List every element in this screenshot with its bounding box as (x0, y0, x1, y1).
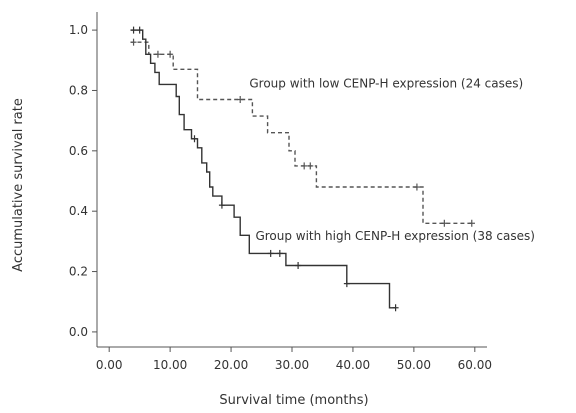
x-tick-label: 10.00 (153, 358, 187, 372)
y-tick-label: 0.6 (69, 144, 88, 158)
censor-mark-high-expression (276, 249, 283, 257)
censor-mark-high-expression (191, 135, 198, 143)
y-tick-label: 0.8 (69, 83, 88, 97)
x-ticks: 0.00 10.00 20.00 30.00 40.00 50.00 60.00 (96, 347, 492, 372)
x-tick-label: 30.00 (275, 358, 309, 372)
censor-mark-low-expression (237, 96, 244, 104)
censor-mark-low-expression (130, 38, 137, 46)
axes (96, 12, 487, 348)
x-tick-label: 40.00 (336, 358, 370, 372)
censor-mark-low-expression (468, 219, 475, 227)
censor-mark-low-expression (154, 50, 161, 58)
y-tick-label: 0.4 (69, 204, 88, 218)
censor-mark-high-expression (267, 249, 274, 257)
annotation-layer: Group with low CENP-H expression (24 cas… (249, 76, 535, 242)
series-annotation-high: Group with high CENP-H expression (38 ca… (255, 229, 535, 243)
y-ticks: 0.0 0.2 0.4 0.6 0.8 1.0 (69, 23, 97, 339)
y-tick-label: 0.2 (69, 265, 88, 279)
censor-mark-high-expression (295, 262, 302, 270)
censor-mark-high-expression (130, 26, 137, 34)
censor-mark-high-expression (392, 304, 399, 312)
x-axis-title: Survival time (months) (219, 393, 368, 408)
y-axis-title: Accumulative survival rate (11, 98, 26, 272)
censor-mark-low-expression (167, 50, 174, 58)
censor-mark-high-expression (343, 280, 350, 288)
x-tick-label: 60.00 (458, 358, 492, 372)
y-tick-label: 0.0 (69, 325, 88, 339)
x-tick-label: 50.00 (397, 358, 431, 372)
series-line-high-expression (130, 29, 396, 309)
censor-mark-low-expression (413, 183, 420, 191)
censor-mark-low-expression (307, 162, 314, 170)
x-tick-label: 0.00 (96, 358, 123, 372)
series-annotation-low: Group with low CENP-H expression (24 cas… (249, 76, 523, 90)
series-line-low-expression (130, 41, 475, 225)
censor-mark-low-expression (441, 219, 448, 227)
y-tick-label: 1.0 (69, 23, 88, 37)
series-layer (130, 26, 475, 312)
censor-mark-high-expression (218, 201, 225, 209)
censor-mark-high-expression (136, 26, 143, 34)
x-tick-label: 20.00 (214, 358, 248, 372)
censor-mark-low-expression (301, 162, 308, 170)
